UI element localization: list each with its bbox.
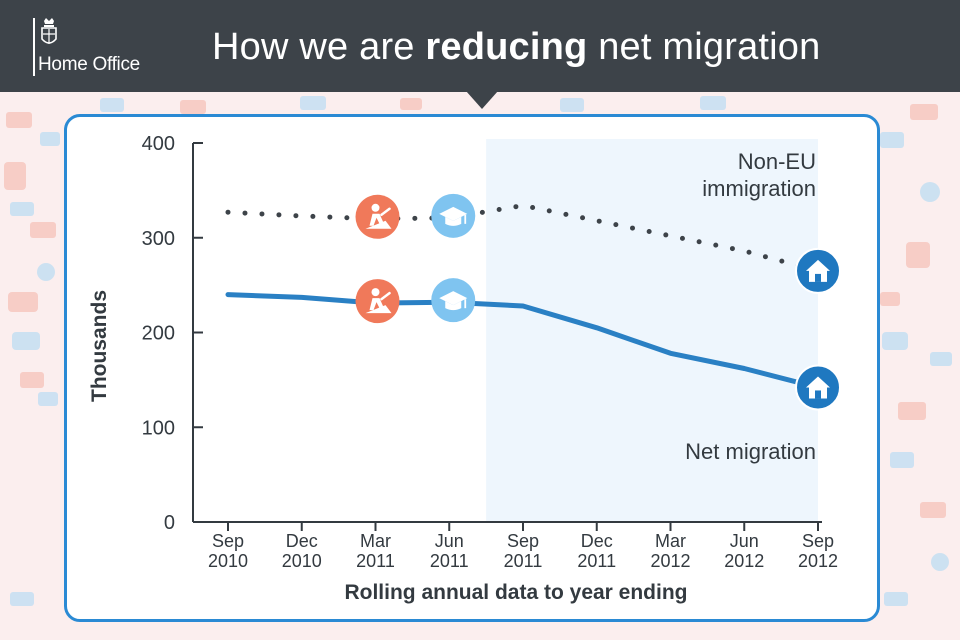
y-tick-label: 400 xyxy=(142,133,175,155)
house-door xyxy=(815,390,821,399)
graduation-cap-icon xyxy=(431,193,476,238)
x-tick-label: Jun xyxy=(730,531,759,551)
department-name: Home Office xyxy=(38,54,140,75)
series-markers xyxy=(355,193,841,411)
x-tick-label: 2012 xyxy=(724,551,764,571)
x-tick-label: 2012 xyxy=(650,551,690,571)
cap-base xyxy=(445,301,462,311)
transport-pattern-background xyxy=(4,96,952,606)
net-migration-label: Net migration xyxy=(685,439,816,464)
y-tick-label: 0 xyxy=(164,512,175,534)
x-tick-label: Jun xyxy=(435,531,464,551)
non-eu-immigration-label: immigration xyxy=(702,176,816,201)
y-axis-title: Thousands xyxy=(88,290,111,402)
house-shape xyxy=(806,376,830,399)
worker-mound xyxy=(365,220,392,229)
x-tick-label: 2011 xyxy=(430,551,469,571)
worker-icon xyxy=(355,279,400,324)
worker-head xyxy=(371,288,380,297)
x-tick-label: 2011 xyxy=(504,551,543,571)
header-bar: Home Office How we are reducing net migr… xyxy=(0,0,960,92)
worker-tool xyxy=(380,207,391,217)
x-tick-label: 2012 xyxy=(798,551,838,571)
net-migration-line xyxy=(225,292,821,390)
page-title: How we are reducing net migration xyxy=(212,26,821,68)
worker-icon xyxy=(355,194,400,239)
logo-divider xyxy=(33,18,35,76)
x-tick-label: Dec xyxy=(581,531,613,551)
house-door xyxy=(815,273,821,282)
x-axis-title: Rolling annual data to year ending xyxy=(344,581,687,604)
house-icon xyxy=(795,364,841,411)
worker-tool xyxy=(380,291,391,301)
x-tick-label: Mar xyxy=(655,531,686,551)
worker-body xyxy=(369,213,384,226)
worker-head xyxy=(371,203,380,212)
x-tick-label: Mar xyxy=(360,531,391,551)
x-tick-label: 2011 xyxy=(577,551,616,571)
y-tick-label: 100 xyxy=(142,417,175,439)
y-tick-label: 200 xyxy=(142,323,175,345)
graduation-cap-icon xyxy=(431,278,476,323)
non-eu-immigration-label: Non-EU xyxy=(738,149,816,174)
x-tick-label: 2010 xyxy=(208,551,248,571)
x-tick-label: 2011 xyxy=(356,551,395,571)
x-tick-label: Dec xyxy=(286,531,318,551)
series-lines xyxy=(225,202,821,390)
royal-crest-logo xyxy=(41,18,57,44)
x-tick-label: Sep xyxy=(507,531,539,551)
worker-mound xyxy=(365,305,392,314)
y-tick-label: 300 xyxy=(142,228,175,250)
x-axis: Sep2010Dec2010Mar2011Jun2011Sep2011Dec20… xyxy=(193,521,838,571)
house-shape xyxy=(806,259,830,282)
highlight-region xyxy=(486,139,818,522)
x-tick-label: Sep xyxy=(802,531,834,551)
cap-base xyxy=(445,216,462,226)
worker-body xyxy=(369,298,384,311)
y-axis: 0 100 200 300 400 xyxy=(142,133,203,534)
header-pointer xyxy=(466,91,498,109)
house-icon xyxy=(795,247,841,294)
x-tick-label: Sep xyxy=(212,531,244,551)
x-tick-label: 2010 xyxy=(282,551,322,571)
